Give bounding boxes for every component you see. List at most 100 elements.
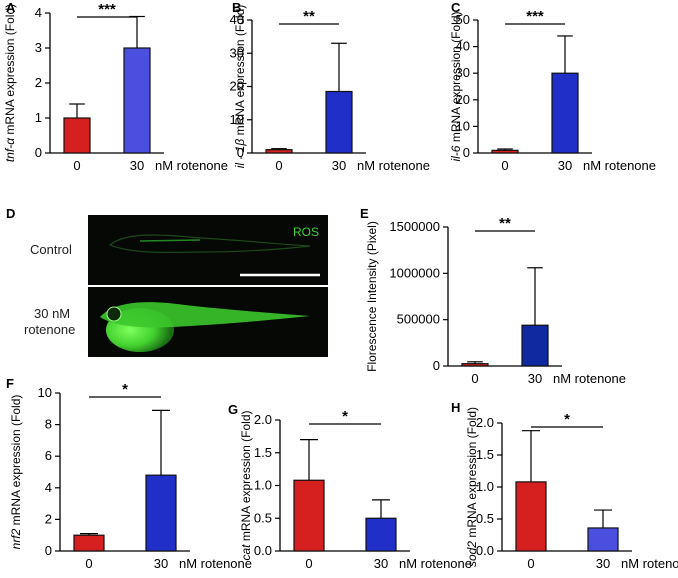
y-tick-label: 1.5 bbox=[476, 447, 494, 462]
panel-label: D bbox=[6, 206, 15, 221]
y-tick-label: 0.5 bbox=[476, 511, 494, 526]
significance-stars: * bbox=[564, 411, 570, 428]
significance-stars: ** bbox=[303, 8, 315, 25]
y-tick-label: 0 bbox=[463, 145, 470, 160]
panel-label: B bbox=[232, 0, 241, 15]
category-label: 0 bbox=[527, 556, 534, 571]
panel-e-chart: E 0 500000 1000000 1500000 0 30 nM rotenone ** Fl… bbox=[360, 206, 626, 386]
bar-30 bbox=[521, 324, 549, 367]
significance-stars: ** bbox=[499, 215, 511, 232]
y-tick-label: 500000 bbox=[397, 312, 440, 327]
rotenone-fish-eye bbox=[106, 306, 122, 322]
panel-c-chart: C 0 10 20 30 40 50 0 30 nM rotenone *** il-6 mRNA e… bbox=[449, 0, 656, 173]
bar-30 bbox=[587, 527, 619, 552]
category-label: 30 bbox=[558, 158, 572, 173]
y-tick-label: 8 bbox=[45, 417, 52, 432]
category-label: 0 bbox=[471, 371, 478, 386]
y-axis-label: tnf-α mRNA expression (Fold) bbox=[3, 4, 17, 162]
bar-30 bbox=[325, 90, 353, 154]
category-label: 30 bbox=[374, 556, 388, 571]
y-tick-label: 3 bbox=[35, 40, 42, 55]
y-tick-label: 10 bbox=[38, 385, 52, 400]
panel-label: F bbox=[6, 376, 14, 391]
y-tick-label: 10 bbox=[230, 112, 244, 127]
panel-h-chart: H 0.0 0.5 1.0 1.5 2.0 0 30 nM rotenone * sod2 mRNA… bbox=[451, 400, 678, 571]
y-tick-label: 4 bbox=[35, 5, 42, 20]
category-label: 30 bbox=[596, 556, 610, 571]
y-tick-label: 1.5 bbox=[254, 445, 272, 460]
bar-0 bbox=[265, 149, 293, 154]
y-axis-label: il-6 mRNA expression (Fold) bbox=[449, 11, 463, 161]
panel-label: E bbox=[360, 206, 369, 221]
y-axis-label-gene: cat bbox=[239, 544, 253, 561]
y-axis-label-gene: il-6 bbox=[449, 145, 463, 161]
bar-30 bbox=[145, 474, 177, 552]
panel-label: H bbox=[451, 400, 460, 415]
y-tick-label: 20 bbox=[456, 92, 470, 107]
y-axis-label-text: mRNA expression (Fold) bbox=[449, 11, 463, 145]
significance-stars: *** bbox=[526, 8, 544, 25]
y-tick-label: 2 bbox=[45, 511, 52, 526]
row-label-control: Control bbox=[30, 242, 72, 257]
bar-0 bbox=[73, 534, 105, 552]
y-tick-label: 40 bbox=[456, 39, 470, 54]
y-tick-label: 1 bbox=[35, 110, 42, 125]
y-tick-label: 0.5 bbox=[254, 510, 272, 525]
category-label: 0 bbox=[73, 158, 80, 173]
bar-0 bbox=[293, 479, 325, 552]
x-unit-label: nM rotenone bbox=[583, 158, 656, 173]
y-axis-label-text: mRNA expression (Fold) bbox=[3, 4, 17, 138]
category-label: 0 bbox=[275, 158, 282, 173]
y-tick-label: 0 bbox=[35, 145, 42, 160]
y-tick-label: 0 bbox=[45, 543, 52, 558]
category-label: 30 bbox=[130, 158, 144, 173]
y-tick-label: 2.0 bbox=[254, 412, 272, 427]
x-unit-label: nM rotenone bbox=[553, 371, 626, 386]
bar-30 bbox=[123, 47, 151, 154]
panel-d-micrograph: D Control 30 nM rotenone ROS bbox=[6, 206, 328, 357]
y-axis-label-text: Florescence Intensity (Pixel) bbox=[365, 221, 379, 372]
y-tick-label: 30 bbox=[230, 45, 244, 60]
rotenone-fish-body bbox=[100, 302, 310, 328]
panel-label: A bbox=[6, 0, 16, 15]
x-unit-label: nM rotenone bbox=[357, 158, 430, 173]
y-tick-label: 40 bbox=[230, 12, 244, 27]
x-unit-label: nM rotenone bbox=[179, 556, 252, 571]
control-fish-outline bbox=[108, 234, 311, 254]
control-fish-glow bbox=[139, 239, 201, 242]
y-tick-label: 0 bbox=[433, 358, 440, 373]
y-axis-label: il - 1β mRNA expression (Fold) bbox=[233, 5, 247, 169]
y-tick-label: 0 bbox=[237, 145, 244, 160]
y-axis-label: Florescence Intensity (Pixel) bbox=[365, 221, 379, 372]
y-tick-label: 1.0 bbox=[254, 478, 272, 493]
bar-0 bbox=[515, 481, 547, 552]
category-label: 0 bbox=[85, 556, 92, 571]
bar-30 bbox=[365, 517, 397, 552]
y-axis-label-text: mRNA expression (Fold) bbox=[233, 5, 247, 139]
panel-b-chart: B 0 10 20 30 40 0 30 nM rotenone ** il - 1β mRNA e… bbox=[230, 0, 430, 173]
panel-label: C bbox=[451, 0, 461, 15]
x-unit-label: nM rotenone bbox=[155, 158, 228, 173]
y-axis-label-gene: il - 1β bbox=[233, 139, 247, 169]
y-axis-label-text: mRNA expression (Fold) bbox=[239, 410, 253, 544]
y-axis-label: nrf2 mRNA expression (Fold) bbox=[9, 395, 23, 550]
row-label-rotenone-line2: rotenone bbox=[24, 322, 75, 337]
panel-a-chart: A 0 1 2 3 4 0 30 nM rotenone *** tnf-α mRNA expres… bbox=[3, 0, 228, 173]
y-axis-label: cat mRNA expression (Fold) bbox=[239, 410, 253, 560]
y-tick-label: 50 bbox=[456, 12, 470, 27]
y-tick-label: 0.0 bbox=[476, 543, 494, 558]
y-tick-label: 20 bbox=[230, 79, 244, 94]
significance-stars: * bbox=[342, 408, 348, 425]
y-tick-label: 4 bbox=[45, 480, 52, 495]
x-unit-label: nM rotenone bbox=[399, 556, 472, 571]
y-axis-label-text: mRNA expression (Fold) bbox=[465, 407, 479, 541]
bar-0 bbox=[63, 117, 91, 154]
y-tick-label: 0.0 bbox=[254, 543, 272, 558]
y-tick-label: 6 bbox=[45, 448, 52, 463]
significance-stars: *** bbox=[98, 1, 116, 18]
bar-30 bbox=[551, 72, 579, 154]
category-label: 30 bbox=[528, 371, 542, 386]
category-label: 30 bbox=[154, 556, 168, 571]
y-axis-label-gene: nrf2 bbox=[9, 528, 23, 549]
